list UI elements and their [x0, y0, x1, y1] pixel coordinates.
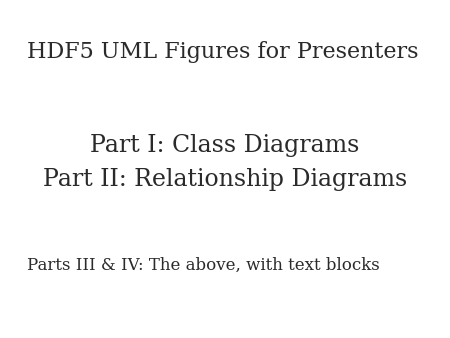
Text: Parts III & IV: The above, with text blocks: Parts III & IV: The above, with text blo…	[27, 257, 380, 274]
Text: HDF5 UML Figures for Presenters: HDF5 UML Figures for Presenters	[27, 41, 419, 63]
Text: Part I: Class Diagrams
Part II: Relationship Diagrams: Part I: Class Diagrams Part II: Relation…	[43, 134, 407, 191]
